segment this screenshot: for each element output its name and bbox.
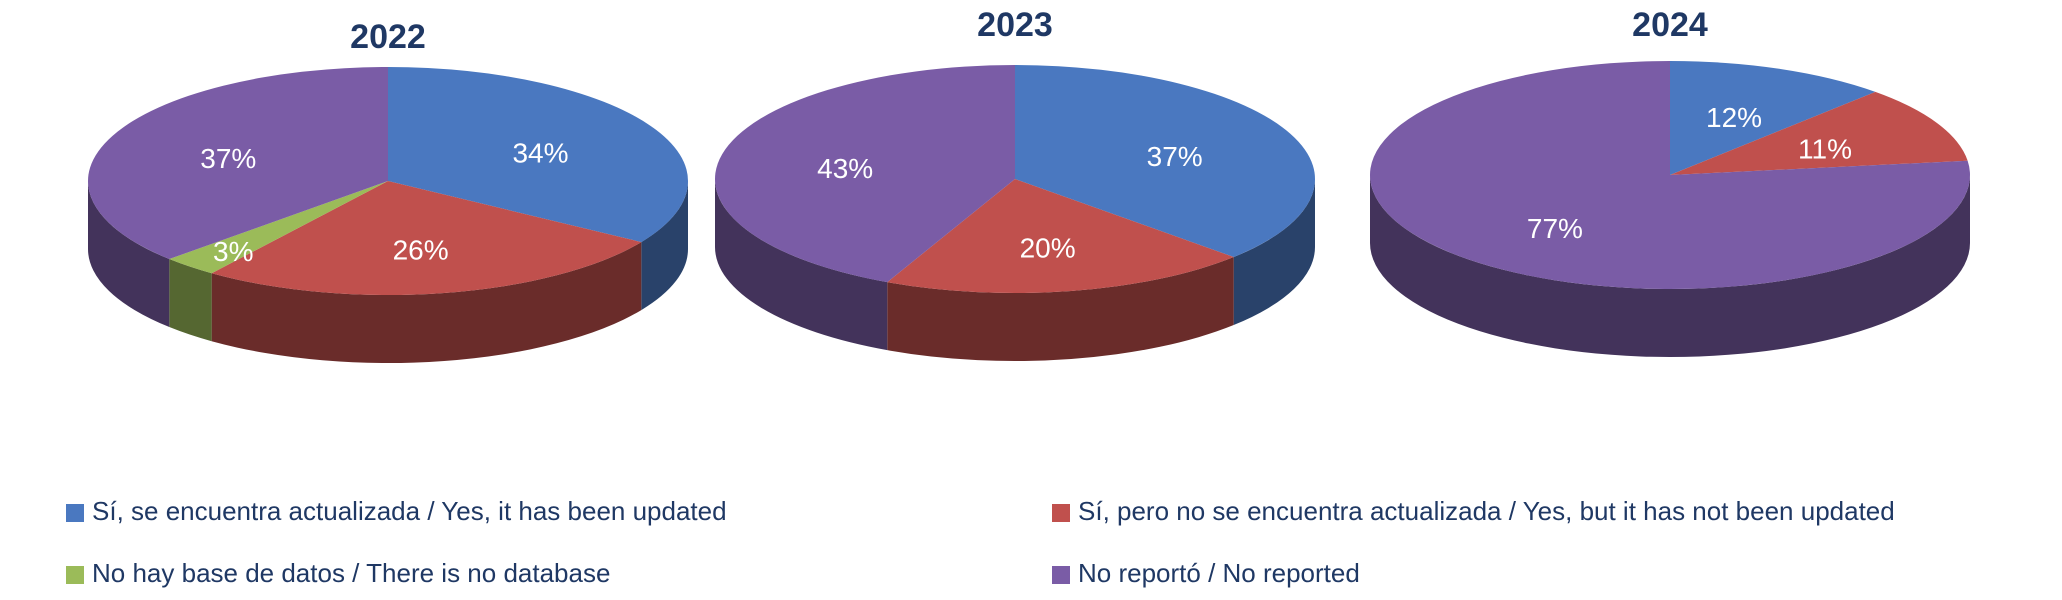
pie-side — [169, 259, 212, 342]
pie-slice — [1670, 91, 1968, 175]
pie-slice — [887, 179, 1234, 293]
data-label: 20% — [1020, 232, 1076, 263]
legend-swatch — [1052, 566, 1070, 584]
data-label: 3% — [213, 236, 253, 267]
data-label: 11% — [1798, 133, 1852, 164]
legend-swatch — [1052, 504, 1070, 522]
pie-side — [887, 257, 1234, 361]
pie-slice — [1370, 60, 1970, 289]
data-label: 37% — [200, 143, 256, 174]
chart-title: 2023 — [977, 6, 1053, 44]
legend-swatch — [66, 566, 84, 584]
pie-side — [88, 181, 170, 328]
legend-label: Sí, se encuentra actualizada / Yes, it h… — [92, 496, 727, 526]
data-label: 34% — [512, 138, 568, 169]
chart-title: 2024 — [1632, 6, 1708, 44]
legend-label: No hay base de datos / There is no datab… — [92, 558, 610, 588]
pie-slice — [211, 181, 642, 296]
chart-title: 2022 — [350, 18, 426, 56]
legend-swatch — [66, 504, 84, 522]
pie-slice — [1670, 61, 1876, 175]
pie-side — [1370, 175, 1970, 357]
legend-label: No reportó / No reported — [1078, 558, 1360, 588]
data-label: 12% — [1706, 102, 1762, 133]
pie-slice — [715, 65, 1015, 283]
pie-side — [1233, 179, 1315, 326]
pie-slice — [169, 181, 388, 274]
pie-slice — [388, 67, 688, 243]
data-label: 26% — [393, 234, 449, 265]
pie-slice — [1015, 65, 1315, 258]
legend-label: Sí, pero no se encuentra actualizada / Y… — [1078, 496, 1895, 526]
pie-side — [641, 181, 688, 311]
data-label: 37% — [1147, 141, 1203, 172]
data-label: 77% — [1527, 213, 1583, 244]
pie-slice — [88, 67, 389, 260]
pie-side — [211, 242, 642, 363]
pie-side — [715, 179, 888, 351]
data-label: 43% — [817, 153, 873, 184]
